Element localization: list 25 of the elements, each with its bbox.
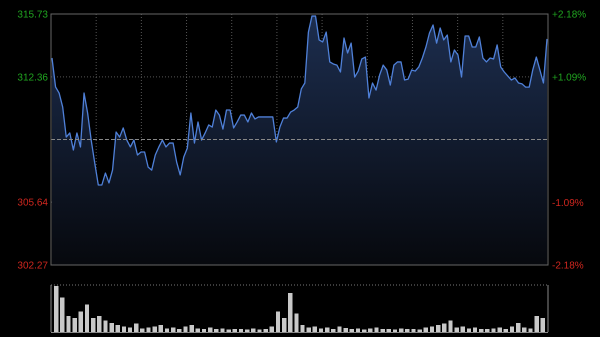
- bar: [84, 304, 90, 332]
- bar: [238, 329, 244, 332]
- bar: [448, 320, 453, 332]
- y2-tick-label: +1.09%: [552, 72, 586, 84]
- bar: [122, 326, 126, 332]
- y2-tick-label: -2.18%: [552, 260, 584, 272]
- y2-tick-label: +2.18%: [552, 10, 586, 20]
- bar: [294, 314, 299, 332]
- y-tick-label: 315.73: [17, 10, 48, 20]
- bar: [183, 326, 188, 332]
- bar: [276, 311, 280, 332]
- y-tick-label: 312.36: [17, 72, 48, 84]
- bar: [146, 327, 151, 332]
- y2-tick-label: -1.09%: [552, 198, 584, 209]
- bar: [300, 325, 305, 332]
- bar: [430, 326, 434, 332]
- bar: [337, 326, 342, 332]
- y-tick-label: 305.64: [17, 198, 48, 209]
- bar: [374, 327, 379, 332]
- bar: [103, 320, 108, 332]
- y-tick-label: 302.27: [17, 260, 48, 272]
- bar: [472, 327, 478, 332]
- bar: [66, 316, 71, 332]
- bar: [510, 326, 514, 332]
- bar: [128, 327, 132, 332]
